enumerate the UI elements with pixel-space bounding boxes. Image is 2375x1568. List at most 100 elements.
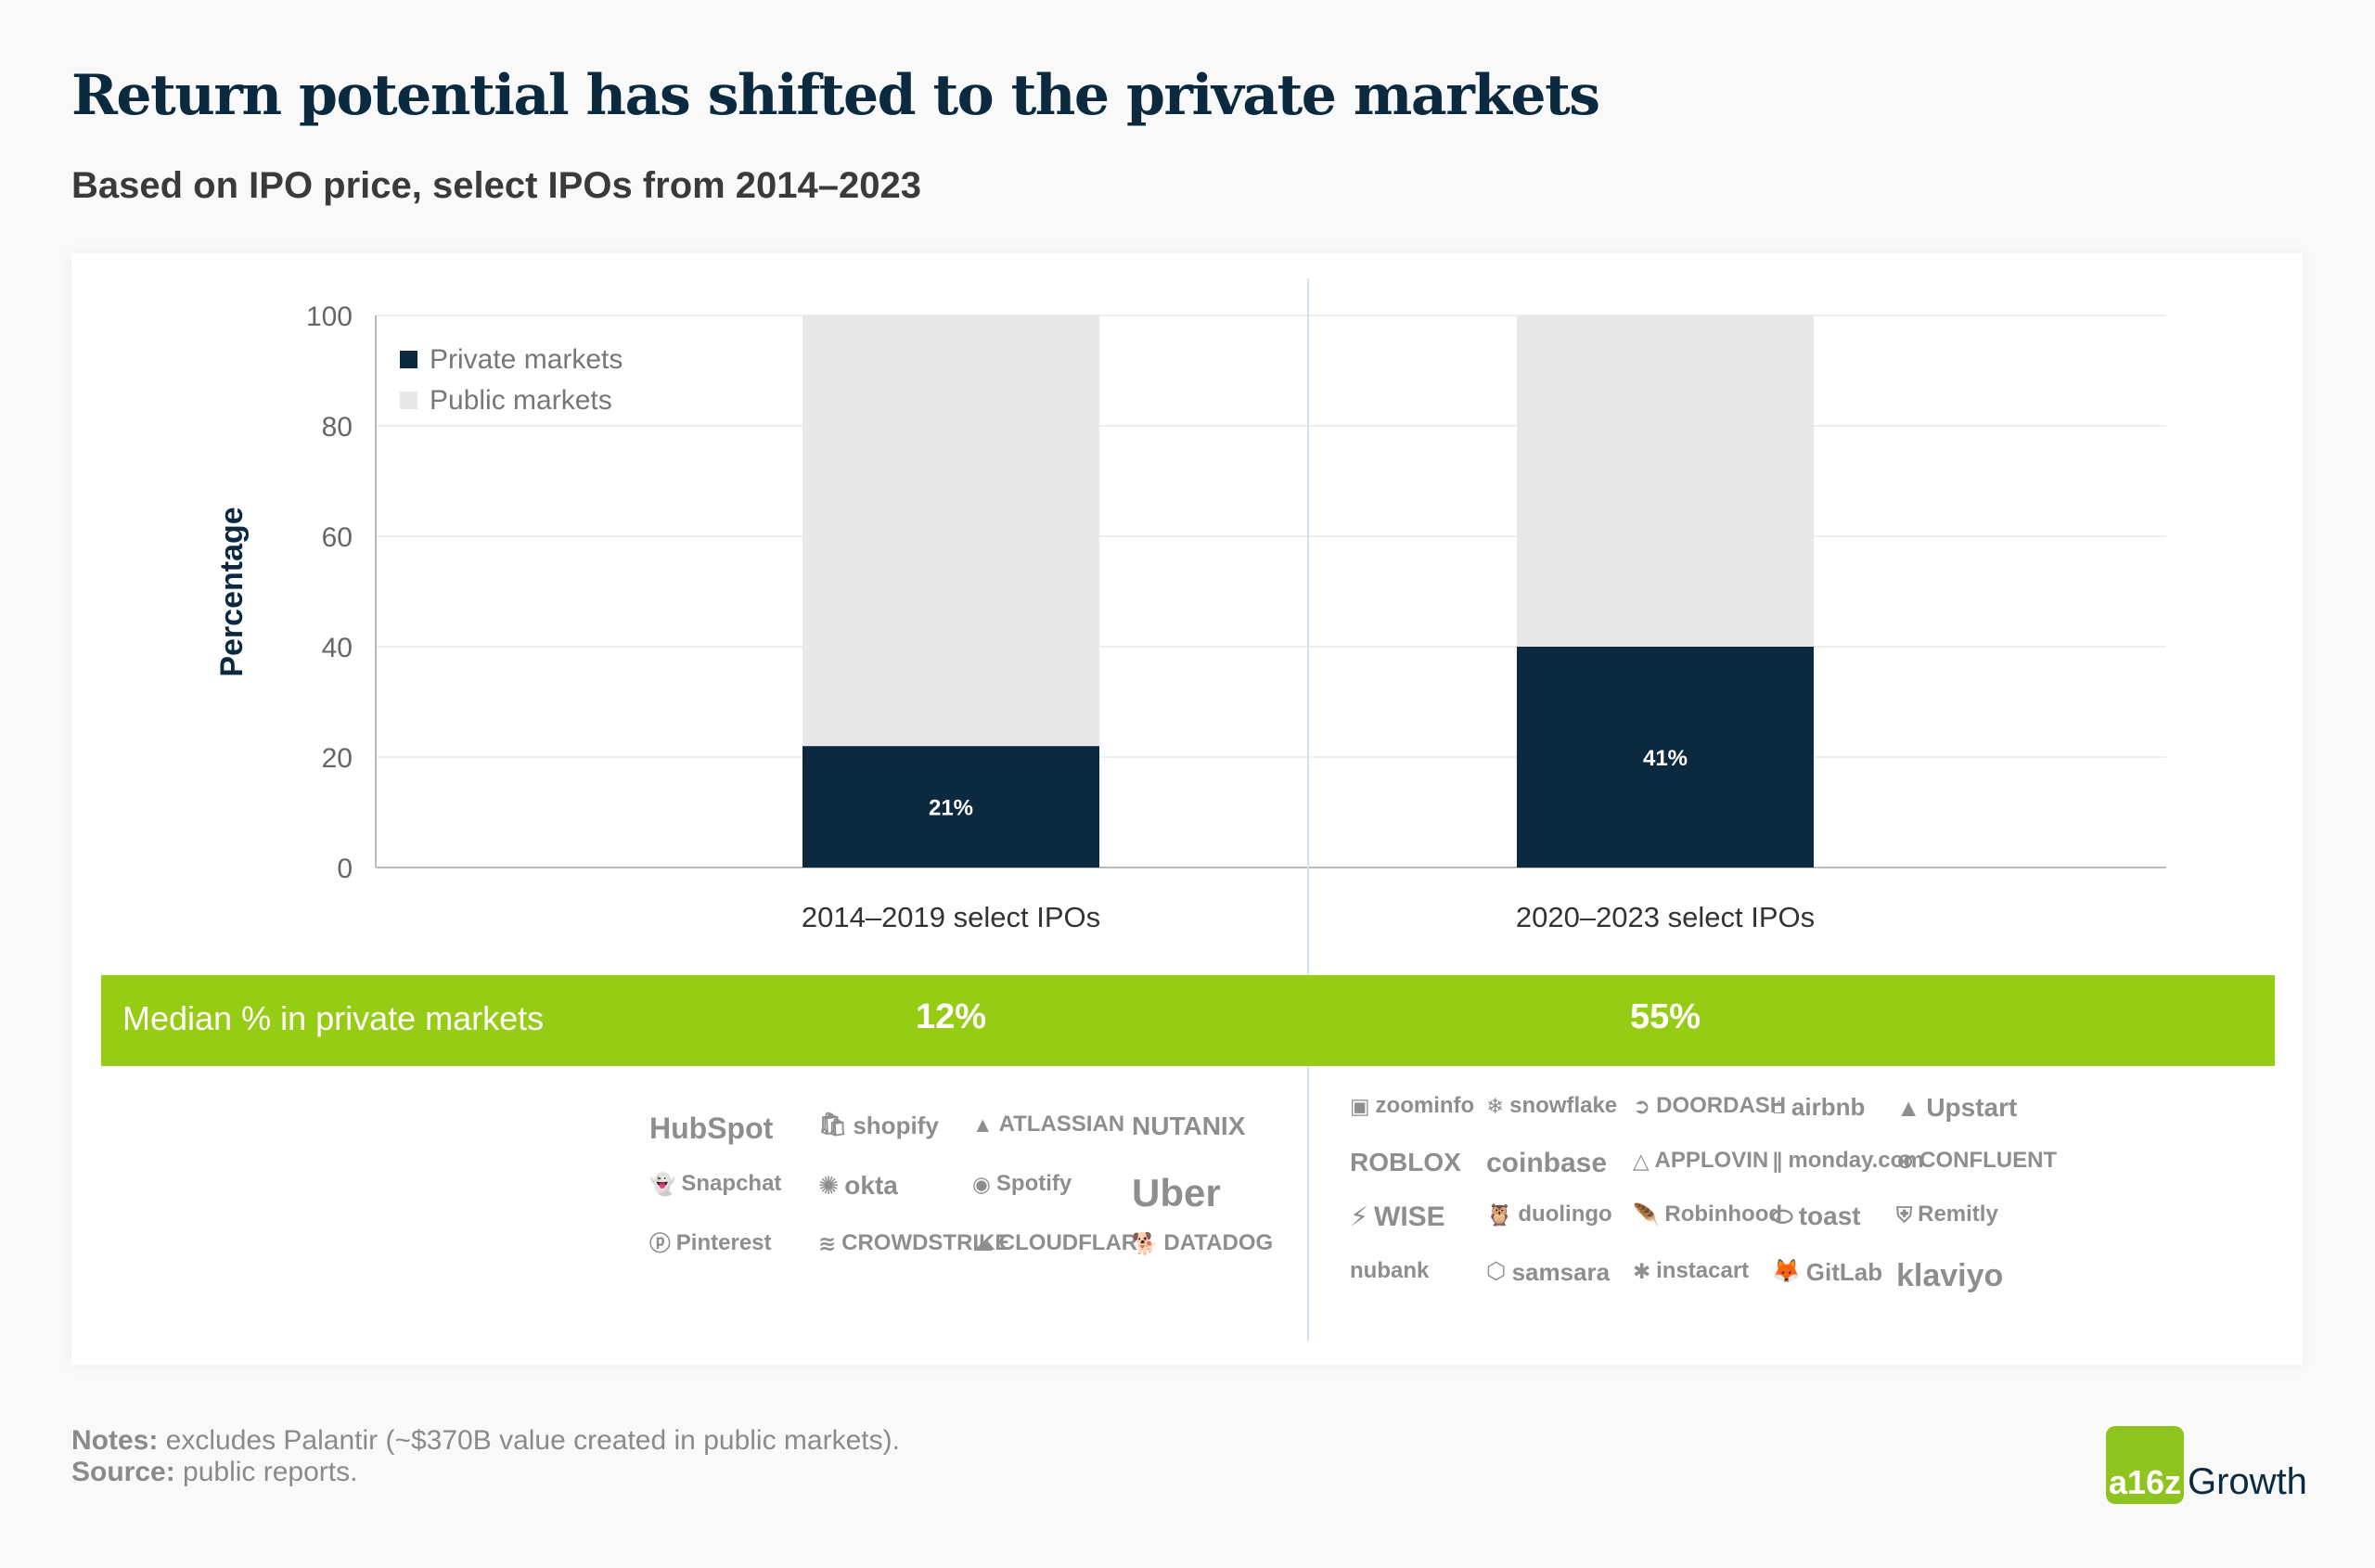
- samsara-logo: ⬡ samsara: [1486, 1258, 1610, 1287]
- bar-data-label: 21%: [929, 796, 973, 821]
- snapchat-logo: 👻 Snapchat: [649, 1171, 781, 1197]
- hubspot-logo: HubSpot: [649, 1112, 773, 1146]
- shopify-logo: 🛍 shopify: [818, 1112, 939, 1140]
- logo-wordmark: APPLOVIN: [1654, 1148, 1769, 1173]
- notes-label: Notes:: [71, 1425, 159, 1456]
- logo-wordmark: instacart: [1656, 1258, 1750, 1283]
- x-category-label: 2020–2023 select IPOs: [1516, 901, 1815, 933]
- logo-wordmark: WISE: [1374, 1202, 1445, 1232]
- instacart-icon: ✱: [1633, 1258, 1651, 1283]
- footnotes: Notes: excludes Palantir (~$370B value c…: [71, 1425, 900, 1488]
- legend-swatch: [400, 392, 417, 409]
- atlassian-logo: ▲ ATLASSIAN: [972, 1112, 1124, 1137]
- notes-text: excludes Palantir (~$370B value created …: [158, 1425, 900, 1456]
- legend-label: Private markets: [430, 344, 623, 375]
- crowdstrike-logo: ≋ CROWDSTRIKE: [818, 1230, 1009, 1256]
- y-tick-label: 60: [322, 522, 353, 553]
- applovin-logo: △ APPLOVIN: [1633, 1148, 1768, 1174]
- logo-wordmark: nubank: [1350, 1258, 1430, 1283]
- nubank-logo: nubank: [1350, 1258, 1429, 1284]
- logo-wordmark: coinbase: [1486, 1148, 1608, 1178]
- median-value-2014-2019: 12%: [915, 997, 987, 1036]
- klaviyo-logo: klaviyo: [1896, 1258, 2003, 1294]
- cloudflare-logo: ☁ CLOUDFLARE: [972, 1230, 1152, 1256]
- chart-card: [71, 253, 2303, 1365]
- snowflake-icon: ❄: [1486, 1093, 1505, 1118]
- logo-wordmark: monday.com: [1788, 1148, 1924, 1173]
- atlassian-icon: ▲: [972, 1112, 994, 1137]
- y-tick-label: 0: [337, 854, 353, 884]
- toast-logo: ⬭ toast: [1772, 1202, 1861, 1231]
- confluent-logo: ⊛ CONFLUENT: [1896, 1148, 2057, 1174]
- median-value-2020-2023: 55%: [1629, 997, 1701, 1036]
- bar-private-0: [802, 746, 1099, 868]
- logo-wordmark: shopify: [853, 1112, 939, 1139]
- source-text: public reports.: [174, 1457, 358, 1487]
- bar-private-1: [1517, 647, 1814, 868]
- datadog-logo: 🐕 DATADOG: [1132, 1230, 1273, 1256]
- y-tick-label: 40: [322, 633, 353, 663]
- logo-wordmark: Upstart: [1926, 1093, 2018, 1122]
- airbnb-logo: ⌂ airbnb: [1772, 1093, 1865, 1122]
- logo-wordmark: Spotify: [995, 1171, 1072, 1196]
- source-line: Source: public reports.: [71, 1457, 900, 1488]
- robinhood-logo: 🪶 Robinhood: [1633, 1202, 1782, 1227]
- logo-wordmark: HubSpot: [649, 1112, 774, 1145]
- logo-wordmark: Remitly: [1918, 1202, 1998, 1227]
- source-label: Source:: [71, 1457, 175, 1487]
- legend-swatch: [400, 351, 417, 368]
- spotify-logo: ◉ Spotify: [972, 1171, 1072, 1197]
- logo-wordmark: airbnb: [1791, 1093, 1866, 1121]
- snowflake-logo: ❄ snowflake: [1486, 1093, 1617, 1119]
- logo-wordmark: samsara: [1511, 1258, 1611, 1286]
- y-axis-label: Percentage: [214, 507, 250, 676]
- median-label: Median % in private markets: [122, 999, 545, 1037]
- uber-logo: Uber: [1132, 1171, 1221, 1215]
- airbnb-icon: ⌂: [1772, 1094, 1786, 1120]
- logo-wordmark: toast: [1798, 1202, 1861, 1230]
- zoominfo-logo: ▣ zoominfo: [1350, 1093, 1474, 1119]
- confluent-icon: ⊛: [1896, 1148, 1915, 1173]
- crowdstrike-icon: ≋: [818, 1230, 837, 1255]
- toast-icon: ⬭: [1772, 1202, 1793, 1230]
- logo-wordmark: DATADOG: [1163, 1230, 1274, 1255]
- bar-data-label: 41%: [1643, 746, 1688, 771]
- logo-wordmark: snowflake: [1509, 1093, 1618, 1118]
- logo-wordmark: GitLab: [1805, 1258, 1883, 1286]
- y-tick-label: 100: [306, 302, 353, 332]
- monday-com-icon: ∥: [1772, 1148, 1783, 1173]
- wise-logo: ⚡ WISE: [1350, 1202, 1445, 1233]
- logo-wordmark: Robinhood: [1664, 1202, 1783, 1227]
- gitlab-logo: 🦊 GitLab: [1772, 1258, 1882, 1287]
- monday-com-logo: ∥ monday.com: [1772, 1148, 1924, 1174]
- logo-wordmark: Pinterest: [675, 1230, 772, 1255]
- logo-wordmark: klaviyo: [1896, 1258, 2004, 1293]
- logo-wordmark: Uber: [1132, 1171, 1221, 1215]
- x-category-label: 2014–2019 select IPOs: [802, 901, 1100, 933]
- logo-wordmark: CONFLUENT: [1919, 1148, 2058, 1173]
- pinterest-logo: ⓟ Pinterest: [649, 1230, 772, 1256]
- brand-logo-text: Growth: [2188, 1460, 2307, 1502]
- brand-logo: a16z Growth: [2106, 1426, 2307, 1504]
- logo-wordmark: CROWDSTRIKE: [841, 1230, 1010, 1255]
- duolingo-logo: 🦉 duolingo: [1486, 1202, 1612, 1227]
- logo-wordmark: ATLASSIAN: [998, 1112, 1125, 1137]
- logo-wordmark: ROBLOX: [1350, 1148, 1461, 1176]
- wise-icon: ⚡: [1350, 1202, 1369, 1232]
- doordash-icon: ➲: [1633, 1093, 1651, 1118]
- robinhood-icon: 🪶: [1633, 1202, 1660, 1227]
- zoominfo-icon: ▣: [1350, 1093, 1370, 1118]
- upstart-logo: ▲ Upstart: [1896, 1093, 2017, 1123]
- notes-line: Notes: excludes Palantir (~$370B value c…: [71, 1425, 900, 1457]
- upstart-icon: ▲: [1896, 1093, 1921, 1122]
- logo-wordmark: DOORDASH: [1656, 1093, 1787, 1118]
- shopify-icon: 🛍: [818, 1112, 848, 1138]
- legend-label: Public markets: [430, 385, 612, 416]
- remitly-logo: ⛨ Remitly: [1896, 1202, 1998, 1227]
- pinterest-icon: ⓟ: [649, 1230, 671, 1255]
- brand-logo-box: a16z: [2106, 1426, 2184, 1504]
- applovin-icon: △: [1633, 1148, 1650, 1173]
- bar-public-1: [1517, 315, 1814, 647]
- chart-subtitle: Based on IPO price, select IPOs from 201…: [71, 165, 922, 206]
